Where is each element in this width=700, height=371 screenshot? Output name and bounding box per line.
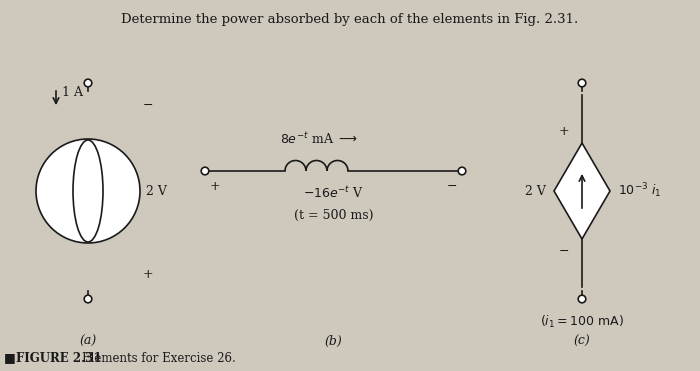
Circle shape bbox=[36, 139, 140, 243]
Text: +: + bbox=[559, 125, 569, 138]
Polygon shape bbox=[554, 143, 610, 239]
Text: Elements for Exercise 26.: Elements for Exercise 26. bbox=[82, 351, 236, 364]
Circle shape bbox=[578, 295, 586, 303]
Text: (b): (b) bbox=[325, 335, 342, 348]
Text: ■: ■ bbox=[4, 351, 15, 364]
Text: $(i_1 = 100\ \mathrm{mA})$: $(i_1 = 100\ \mathrm{mA})$ bbox=[540, 314, 624, 330]
Text: FIGURE 2.31: FIGURE 2.31 bbox=[16, 351, 102, 364]
Text: 1 A: 1 A bbox=[62, 86, 83, 99]
Circle shape bbox=[84, 295, 92, 303]
Text: +: + bbox=[210, 180, 220, 193]
Circle shape bbox=[84, 79, 92, 87]
Text: 2 V: 2 V bbox=[525, 184, 546, 197]
Text: (t = 500 ms): (t = 500 ms) bbox=[294, 209, 373, 221]
Text: +: + bbox=[143, 267, 153, 280]
Text: $10^{-3}\ i_1$: $10^{-3}\ i_1$ bbox=[618, 182, 662, 200]
Text: $-16e^{-t}$ V: $-16e^{-t}$ V bbox=[303, 185, 364, 201]
Text: (c): (c) bbox=[573, 335, 590, 348]
Circle shape bbox=[578, 79, 586, 87]
Circle shape bbox=[458, 167, 466, 175]
Text: −: − bbox=[559, 244, 569, 257]
Text: −: − bbox=[447, 180, 457, 193]
Circle shape bbox=[201, 167, 209, 175]
Text: 2 V: 2 V bbox=[146, 184, 167, 197]
Text: −: − bbox=[143, 98, 153, 112]
Text: Determine the power absorbed by each of the elements in Fig. 2.31.: Determine the power absorbed by each of … bbox=[121, 13, 579, 26]
Text: $8e^{-t}$ mA $\longrightarrow$: $8e^{-t}$ mA $\longrightarrow$ bbox=[279, 131, 358, 147]
Text: (a): (a) bbox=[79, 335, 97, 348]
